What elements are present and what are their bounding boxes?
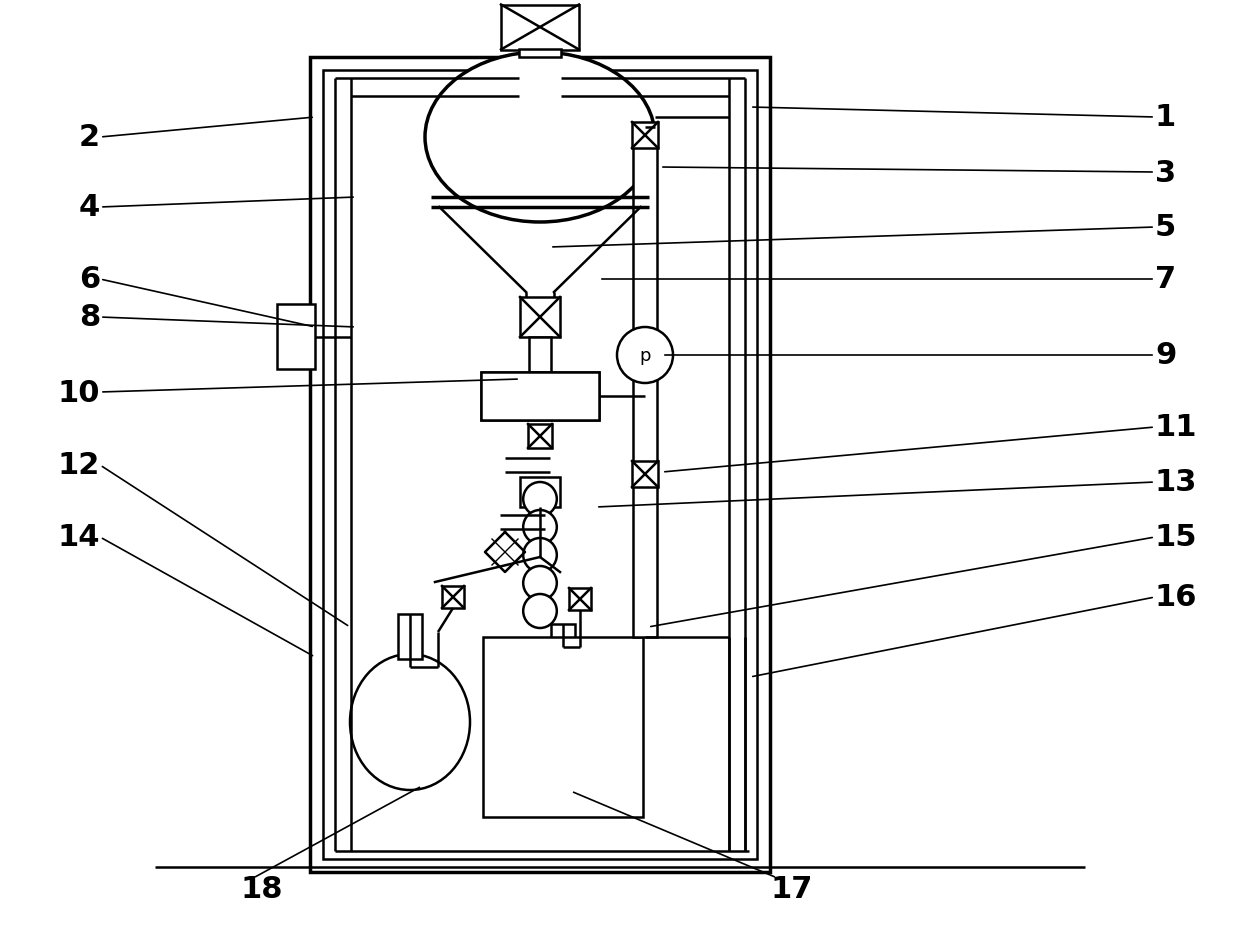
Ellipse shape [425,53,655,222]
Text: 12: 12 [57,451,100,480]
Circle shape [618,327,673,384]
Text: 15: 15 [1154,523,1198,552]
Text: 14: 14 [57,523,100,552]
Bar [481,373,599,421]
Bar [481,373,599,421]
Bar [501,6,579,50]
Ellipse shape [523,594,557,629]
Bar [441,587,464,608]
Bar [632,123,658,149]
Text: 1: 1 [1154,104,1177,133]
Bar [520,477,560,507]
Text: 16: 16 [1154,583,1198,612]
Bar [322,71,756,859]
Bar [632,128,657,638]
Text: 2: 2 [79,123,100,152]
Bar [569,589,591,610]
Text: p: p [640,347,651,364]
Ellipse shape [523,539,557,572]
Text: 10: 10 [57,378,100,407]
Text: 8: 8 [79,303,100,332]
Text: 5: 5 [1154,213,1177,242]
Text: 13: 13 [1154,468,1198,497]
Text: 7: 7 [1154,265,1176,294]
Text: 6: 6 [79,265,100,294]
Text: 4: 4 [79,194,100,222]
Bar [520,50,560,57]
Text: 3: 3 [1154,159,1176,187]
Ellipse shape [523,511,557,544]
Bar [484,638,644,817]
Ellipse shape [523,482,557,516]
Text: 17: 17 [770,874,812,904]
Ellipse shape [505,659,621,795]
Ellipse shape [350,654,470,790]
Bar [310,57,770,872]
Text: 9: 9 [1154,341,1177,370]
Bar [632,462,658,488]
Ellipse shape [523,566,557,601]
Bar [277,305,315,370]
Bar [551,624,575,665]
Bar [398,615,422,659]
Text: 11: 11 [1154,413,1198,442]
Text: 18: 18 [241,874,283,904]
Bar [528,425,552,449]
Bar [520,298,560,337]
Bar [529,337,551,373]
